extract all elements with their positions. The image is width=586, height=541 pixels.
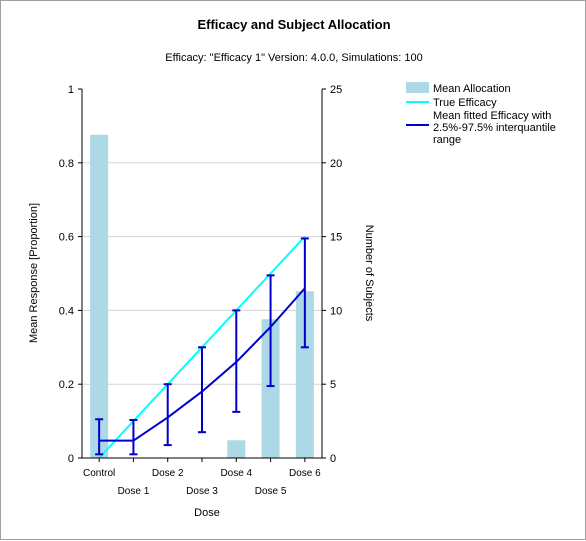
y-left-tick-label: 0.2 <box>59 379 74 391</box>
y-right-tick-label: 0 <box>330 453 336 465</box>
x-tick-label: Dose 1 <box>118 486 150 497</box>
y-right-tick-label: 5 <box>330 379 336 391</box>
legend-swatch-mean-allocation <box>406 82 429 93</box>
allocation-bars <box>90 134 314 459</box>
x-tick-label: Dose 6 <box>289 468 321 479</box>
x-tick-label: Control <box>83 468 115 479</box>
x-tick-label: Dose 5 <box>255 486 287 497</box>
legend: Mean Allocation True Efficacy Mean fitte… <box>406 82 559 146</box>
y-left-tick-label: 0.4 <box>59 305 74 317</box>
chart-title: Efficacy and Subject Allocation <box>197 17 390 32</box>
y-left-tick-label: 0.8 <box>59 158 74 170</box>
chart-subtitle: Efficacy: "Efficacy 1" Version: 4.0.0, S… <box>165 52 422 64</box>
y-left-tick-label: 0 <box>68 453 74 465</box>
y-axis-right-label: Number of Subjects <box>363 225 375 322</box>
y-right-tick-label: 15 <box>330 232 342 244</box>
fitted-efficacy-line <box>99 287 306 442</box>
axes <box>78 88 326 462</box>
y-axis-left-label: Mean Response [Proportion] <box>28 203 40 343</box>
y-right-tick-label: 20 <box>330 158 342 170</box>
x-tick-label: Dose 2 <box>152 468 184 479</box>
x-axis-label: Dose <box>194 507 220 519</box>
y-left-tick-label: 0.6 <box>59 232 74 244</box>
legend-label-fitted-line-3: range <box>433 134 461 146</box>
y-right-tick-label: 25 <box>330 84 342 96</box>
allocation-bar <box>90 134 109 459</box>
allocation-bar <box>227 440 246 458</box>
x-tick-label: Dose 3 <box>186 486 218 497</box>
x-tick-label: Dose 4 <box>220 468 252 479</box>
legend-label-true-efficacy: True Efficacy <box>433 97 497 109</box>
y-right-tick-label: 10 <box>330 305 342 317</box>
legend-label-mean-allocation: Mean Allocation <box>433 83 511 95</box>
legend-label-fitted-efficacy: Mean fitted Efficacy with 2.5%-97.5% int… <box>433 110 559 146</box>
y-left-tick-label: 1 <box>68 84 74 96</box>
allocation-bar <box>295 291 314 458</box>
allocation-bar <box>261 319 280 458</box>
legend-label-fitted-line-2: 2.5%-97.5% interquantile <box>433 122 556 134</box>
legend-label-fitted-line-1: Mean fitted Efficacy with <box>433 110 551 122</box>
efficacy-lines <box>95 235 309 459</box>
